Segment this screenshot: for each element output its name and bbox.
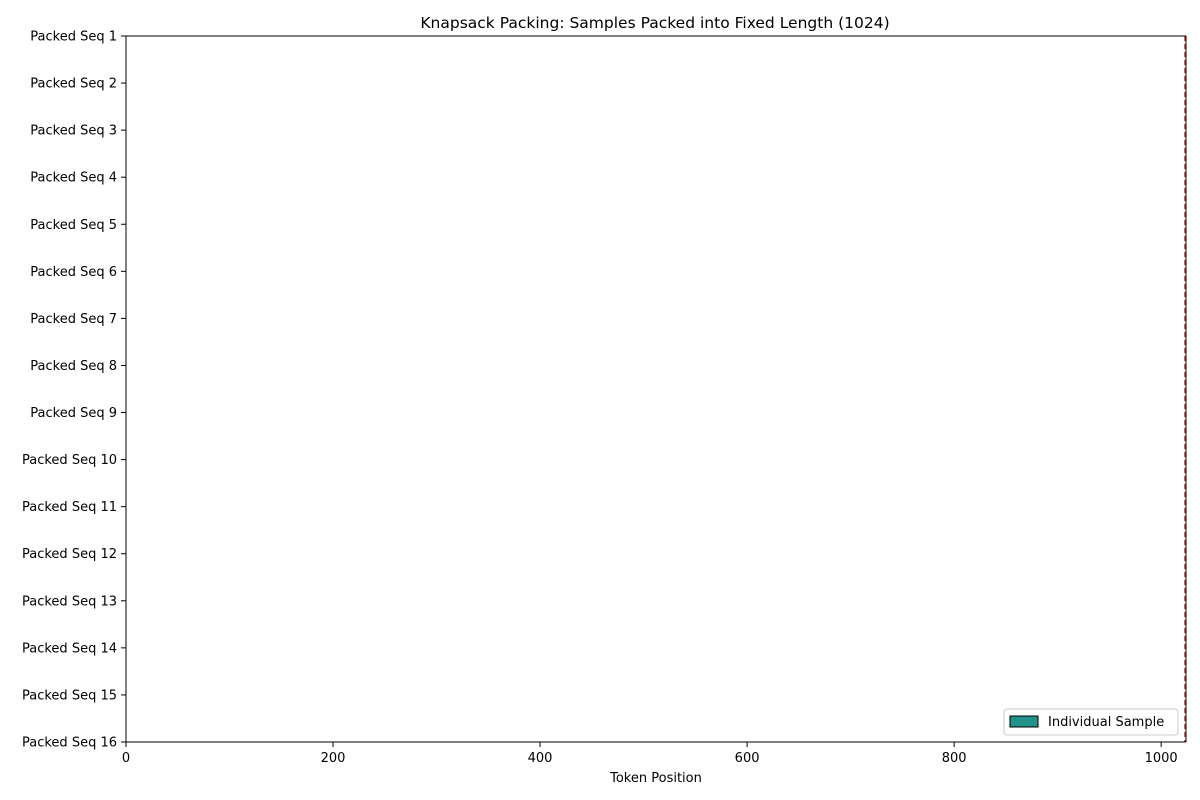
plot-area xyxy=(125,35,1187,743)
x-tick-label: 800 xyxy=(942,751,967,766)
y-tick-label: Packed Seq 3 xyxy=(30,124,117,139)
x-axis-label: Token Position xyxy=(609,771,702,786)
y-tick-label: Packed Seq 10 xyxy=(22,453,117,468)
x-tick-label: 1000 xyxy=(1145,751,1178,766)
y-tick-label: Packed Seq 2 xyxy=(30,77,117,92)
y-tick-label: Packed Seq 15 xyxy=(22,688,117,703)
y-tick-label: Packed Seq 16 xyxy=(22,736,117,751)
y-tick-label: Packed Seq 8 xyxy=(30,359,117,374)
y-tick-label: Packed Seq 11 xyxy=(22,500,117,515)
y-tick-label: Packed Seq 7 xyxy=(30,312,117,327)
y-tick-label: Packed Seq 13 xyxy=(22,594,117,609)
legend-swatch xyxy=(1009,715,1039,728)
x-tick-label: 0 xyxy=(122,751,130,766)
x-tick-label: 600 xyxy=(735,751,760,766)
x-tick-label: 200 xyxy=(321,751,346,766)
legend-label: Individual Sample xyxy=(1048,715,1164,730)
y-tick-label: Packed Seq 4 xyxy=(30,171,117,186)
y-tick-label: Packed Seq 14 xyxy=(22,641,117,656)
x-axis-ticks: 0 200 400 600 800 1000 xyxy=(122,742,1178,766)
y-tick-label: Packed Seq 6 xyxy=(30,265,117,280)
plot-background xyxy=(126,36,1186,742)
x-tick-label: 400 xyxy=(528,751,553,766)
y-tick-label: Packed Seq 12 xyxy=(22,547,117,562)
legend: Individual Sample xyxy=(1003,708,1179,736)
legend-frame xyxy=(1003,708,1179,736)
chart-title: Knapsack Packing: Samples Packed into Fi… xyxy=(420,14,889,32)
y-axis-ticks: Packed Seq 1 Packed Seq 2 Packed Seq 3 Pack… xyxy=(22,30,126,751)
y-tick-label: Packed Seq 5 xyxy=(30,218,117,233)
y-tick-label: Packed Seq 9 xyxy=(30,406,117,421)
y-tick-label: Packed Seq 1 xyxy=(30,30,117,45)
